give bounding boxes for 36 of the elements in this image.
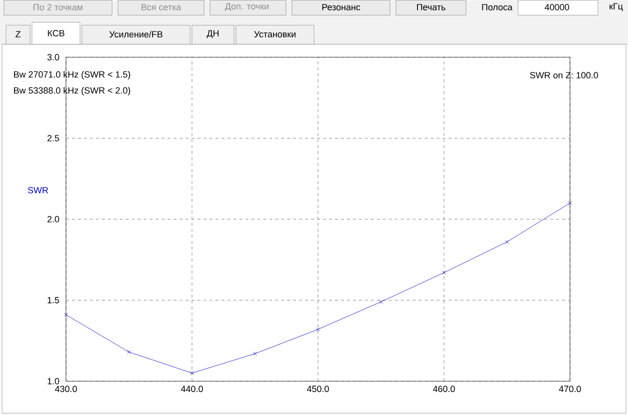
y-tick-label: 1.0	[48, 378, 60, 384]
text: Вся сетка	[142, 4, 182, 10]
text: кГц	[610, 3, 623, 12]
text: Резонанс	[322, 4, 360, 10]
point	[190, 371, 194, 375]
point	[64, 312, 68, 317]
point	[379, 300, 383, 304]
annotation: Bw 27071.0 kHz (SWR < 1.5)	[14, 70, 130, 80]
y-tick-label: 2.5	[47, 134, 60, 142]
y-tick-label: 2.0	[47, 216, 60, 222]
text: Усиление/FB	[109, 30, 162, 38]
point	[568, 200, 572, 205]
y-tick-label: 3.0	[47, 54, 60, 60]
point	[505, 240, 509, 244]
text: Установки	[254, 30, 296, 38]
text: По 2 точкам	[34, 4, 82, 10]
x-tick-label: 440.0	[180, 386, 203, 392]
x-tick-label: 470.0	[558, 386, 581, 392]
x-tick-label: 450.0	[306, 386, 329, 392]
text: Полоса	[482, 4, 513, 10]
point	[253, 352, 257, 356]
annotation: Bw 53388.0 kHz (SWR < 2.0)	[14, 86, 130, 96]
y-tick-label: 1.5	[48, 296, 60, 304]
text: КСВ	[48, 30, 64, 36]
x-tick-label: 430.0	[54, 386, 77, 392]
point	[442, 270, 446, 275]
text: Доп. точки	[224, 3, 269, 12]
text: ДН	[206, 30, 219, 38]
point	[127, 350, 131, 354]
text: 40000	[544, 4, 570, 10]
point	[316, 327, 320, 332]
text: Z	[16, 31, 20, 38]
annotation: SWR on Z: 100.0	[530, 72, 598, 78]
text: Печать	[417, 4, 446, 10]
y-axis-title: SWR	[28, 186, 48, 194]
x-tick-label: 460.0	[432, 386, 455, 392]
